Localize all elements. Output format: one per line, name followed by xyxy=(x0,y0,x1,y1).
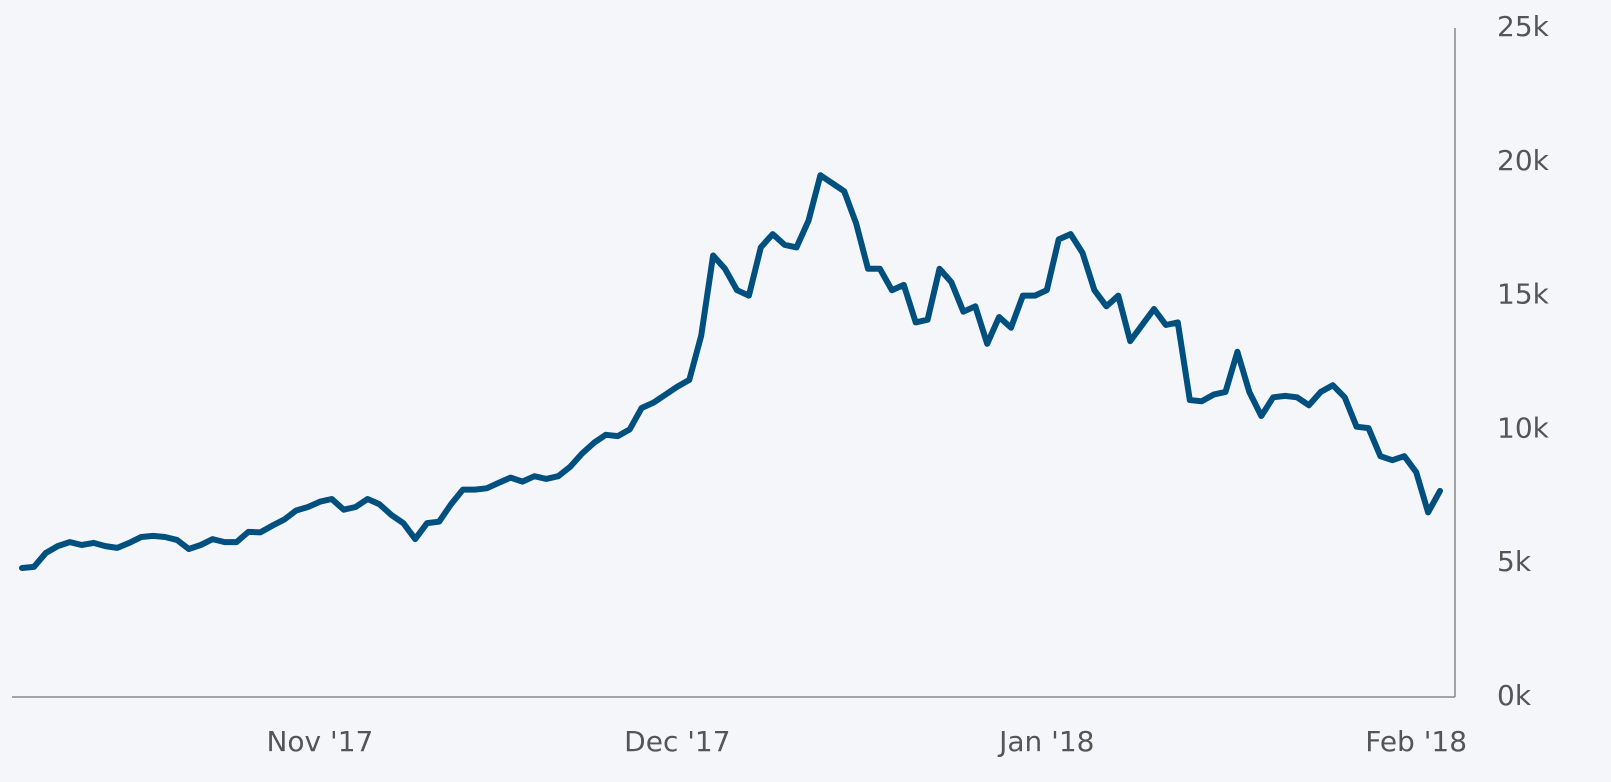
price-line xyxy=(19,172,1443,571)
y-tick-label: 0k xyxy=(1497,679,1532,712)
x-tick-label: Jan '18 xyxy=(997,725,1094,758)
y-tick-label: 10k xyxy=(1497,411,1550,444)
y-tick-label: 25k xyxy=(1497,10,1550,43)
y-tick-label: 5k xyxy=(1497,545,1532,578)
x-tick-label: Nov '17 xyxy=(266,725,373,758)
x-tick-label: Dec '17 xyxy=(624,725,730,758)
y-tick-label: 15k xyxy=(1497,278,1550,311)
x-tick-label: Feb '18 xyxy=(1365,725,1467,758)
y-tick-label: 20k xyxy=(1497,144,1550,177)
